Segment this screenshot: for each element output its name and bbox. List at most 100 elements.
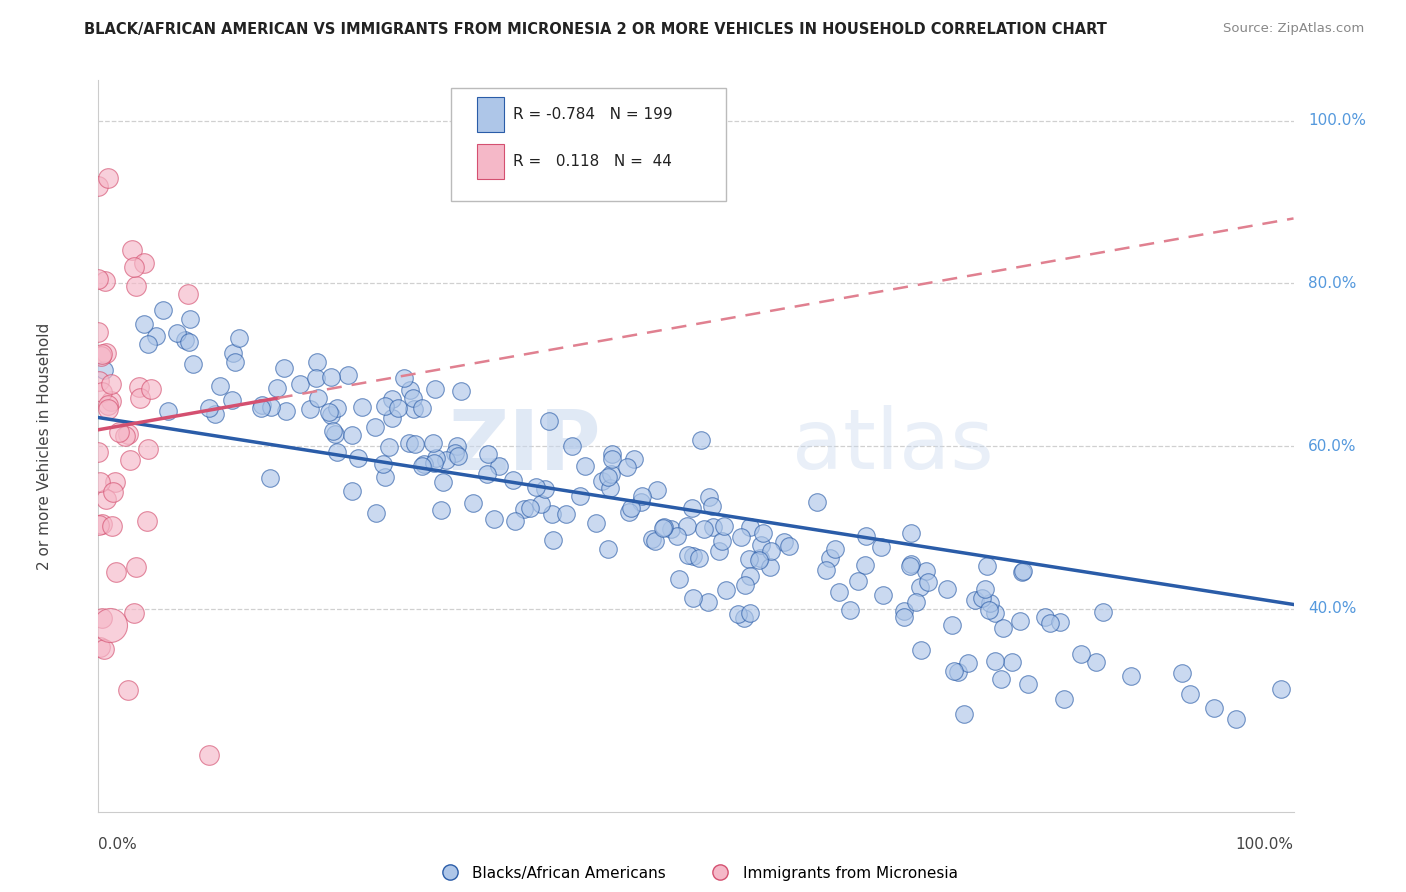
Text: 40.0%: 40.0% <box>1308 601 1357 616</box>
Point <box>977 602 1000 616</box>
Point <box>425 382 447 396</box>
Text: atlas: atlas <box>792 406 993 486</box>
Point <box>136 442 159 456</box>
Text: 60.0%: 60.0% <box>1308 439 1357 453</box>
Point <box>222 346 245 360</box>
Point <box>652 520 675 534</box>
Point <box>404 402 426 417</box>
Point <box>392 370 415 384</box>
Point <box>288 376 311 391</box>
Point <box>87 325 110 339</box>
Point <box>524 480 547 494</box>
Point <box>778 539 800 553</box>
Point <box>702 520 724 534</box>
Point <box>714 582 737 597</box>
Point <box>378 440 401 454</box>
Point <box>181 357 204 371</box>
Point <box>534 483 557 497</box>
Point <box>103 485 125 500</box>
Point <box>98 617 122 632</box>
Point <box>488 458 510 473</box>
Point <box>979 596 1001 610</box>
Point <box>100 376 122 391</box>
Text: 80.0%: 80.0% <box>1308 276 1357 291</box>
Point <box>336 368 359 383</box>
Point <box>900 526 922 541</box>
Point <box>561 438 583 452</box>
Point <box>430 503 453 517</box>
Point <box>749 538 772 552</box>
Point <box>340 484 363 499</box>
Point <box>513 501 536 516</box>
Point <box>1119 669 1142 683</box>
Point <box>748 551 770 566</box>
Point <box>177 287 200 301</box>
Point <box>869 540 891 554</box>
Point <box>956 656 979 670</box>
Point <box>443 446 465 460</box>
Point <box>600 447 623 461</box>
Point <box>423 456 446 470</box>
Point <box>910 642 932 657</box>
Point <box>228 331 250 345</box>
Point <box>519 501 541 516</box>
Point <box>1204 700 1226 714</box>
Point <box>477 448 499 462</box>
Point <box>585 516 607 531</box>
Point <box>541 533 564 548</box>
Point <box>598 542 620 557</box>
Point <box>665 528 688 542</box>
Point <box>599 482 621 496</box>
Point <box>740 606 762 620</box>
Point <box>482 512 505 526</box>
Point <box>347 450 370 465</box>
Point <box>91 385 114 400</box>
Point <box>1225 712 1247 726</box>
Point <box>846 574 869 588</box>
Point <box>477 467 499 482</box>
Point <box>976 559 998 574</box>
Point <box>134 256 156 270</box>
Point <box>908 580 931 594</box>
Point <box>266 381 288 395</box>
Point <box>644 534 666 549</box>
Point <box>374 399 396 413</box>
Point <box>352 401 374 415</box>
Point <box>651 520 673 534</box>
Point <box>617 505 640 519</box>
Point <box>125 279 148 293</box>
Text: 2 or more Vehicles in Household: 2 or more Vehicles in Household <box>37 322 52 570</box>
Point <box>305 371 328 385</box>
Point <box>156 404 179 418</box>
Point <box>700 499 723 513</box>
Point <box>128 380 150 394</box>
Point <box>326 401 349 415</box>
Point <box>600 451 623 466</box>
FancyBboxPatch shape <box>451 87 725 201</box>
Point <box>121 243 143 257</box>
Point <box>659 522 682 536</box>
Point <box>1001 655 1024 669</box>
Point <box>93 363 115 377</box>
Point <box>307 391 329 405</box>
Point <box>970 591 993 605</box>
Point <box>117 682 139 697</box>
Point <box>463 496 485 510</box>
Point <box>93 642 115 657</box>
Point <box>90 350 112 364</box>
Point <box>1178 687 1201 701</box>
Point <box>94 492 117 507</box>
Point <box>323 426 346 441</box>
Point <box>425 450 447 465</box>
Point <box>502 473 524 487</box>
Point <box>221 393 243 408</box>
Point <box>537 413 560 427</box>
Point <box>298 402 321 417</box>
Point <box>132 317 155 331</box>
Point <box>387 401 409 415</box>
Point <box>984 606 1007 620</box>
Point <box>1011 566 1033 580</box>
Point <box>641 532 664 546</box>
Point <box>342 428 364 442</box>
Point <box>599 467 621 482</box>
